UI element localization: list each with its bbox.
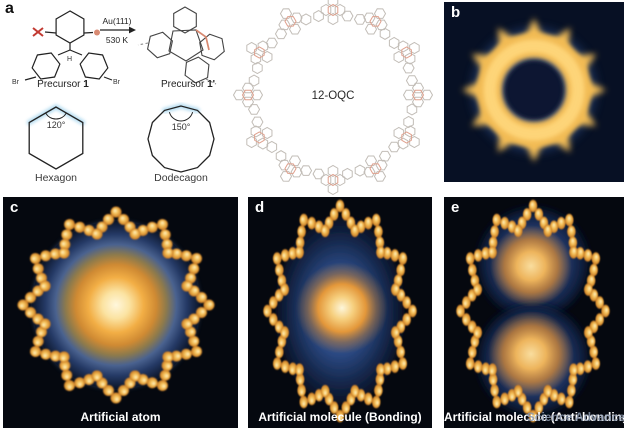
dodecagon-shape: 150° — [147, 103, 215, 173]
stm-image-b: b — [444, 2, 624, 182]
panel-a-label: a — [5, 0, 14, 17]
stm-ring-graphic — [444, 2, 624, 182]
panel-e-caption: Artificial molecule (Anti-bonding) — [444, 410, 624, 424]
stm-image-c: c — [3, 197, 238, 428]
br-right-label: Br — [113, 79, 121, 86]
stm-image-e: e — [444, 197, 624, 428]
precursor-1p-label: Precursor 1' — [161, 79, 215, 90]
hexagon-angle-label: 120° — [47, 120, 66, 130]
panel-a-scheme: H Br Br Precursor 1 Au(111) 530 K Precur… — [12, 0, 444, 195]
artificial-molecule-bonding-graphic — [248, 197, 432, 428]
panel-c-caption: Artificial atom — [80, 410, 161, 424]
precursor-1p-structure — [137, 6, 226, 85]
artificial-atom-graphic — [3, 197, 238, 428]
reaction-surface-label: Au(111) — [103, 16, 132, 26]
reaction-temp-label: 530 K — [106, 35, 129, 45]
panel-d-label: d — [255, 199, 265, 216]
panel-c-label: c — [10, 199, 19, 216]
dodecagon-label: Dodecagon — [154, 172, 208, 184]
br-left-label: Br — [12, 79, 20, 86]
blocked-bond-x-icon — [32, 27, 44, 37]
hexagon-label: Hexagon — [35, 172, 77, 184]
panel-d-caption: Artificial molecule (Bonding) — [258, 410, 422, 424]
precursor-1-label: Precursor 1 — [37, 79, 89, 90]
h-atom-label: H — [67, 56, 72, 63]
macrocycle-label: 12-OQC — [312, 90, 355, 102]
macrocycle-12oqc-drawing: 12-OQC — [234, 0, 433, 195]
active-site-dot — [94, 29, 100, 36]
panel-e-label: e — [451, 199, 460, 216]
hexagon-shape: 120° — [26, 104, 86, 170]
dodecagon-angle-label: 150° — [172, 122, 191, 132]
artificial-molecule-antibonding-graphic — [444, 197, 624, 428]
new-bond-highlight — [195, 29, 210, 51]
credit-watermark: Science Advances — [526, 410, 624, 424]
stm-image-d: d — [248, 197, 432, 428]
panel-b-label: b — [451, 4, 461, 21]
reaction-arrow: Au(111) 530 K — [100, 16, 136, 45]
precursor-1-structure: H Br Br — [12, 10, 121, 86]
